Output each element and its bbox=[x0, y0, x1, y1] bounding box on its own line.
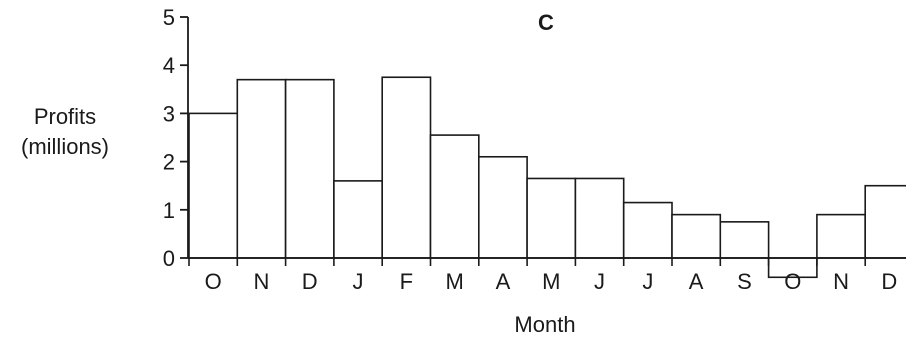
bar-9 bbox=[574, 177, 625, 259]
x-tick-label-5: F bbox=[400, 269, 413, 294]
y-tick-label-0: 0 bbox=[163, 246, 175, 271]
x-tick-label-11: A bbox=[689, 269, 704, 294]
y-tick-label-2: 2 bbox=[163, 150, 175, 175]
bar-6 bbox=[429, 134, 480, 259]
bar-11 bbox=[671, 213, 722, 259]
x-tick-label-4: J bbox=[353, 269, 364, 294]
y-axis-label-line-2: (millions) bbox=[21, 134, 109, 159]
y-axis: 0 1 2 3 4 5 bbox=[163, 5, 189, 271]
bar-8 bbox=[526, 177, 577, 259]
bars bbox=[188, 76, 906, 279]
x-tick-label-2: N bbox=[254, 269, 270, 294]
x-tick-label-14: N bbox=[833, 269, 849, 294]
bar-1 bbox=[188, 112, 239, 259]
y-axis-label: Profits (millions) bbox=[0, 102, 130, 162]
bar-7 bbox=[477, 155, 528, 259]
bar-4 bbox=[333, 180, 383, 259]
x-tick-label-9: J bbox=[594, 269, 605, 294]
y-axis-label-line-1: Profits bbox=[33, 104, 97, 129]
x-tick-label-13: O bbox=[784, 269, 801, 294]
bar-3 bbox=[284, 78, 335, 259]
x-tick-label-3: D bbox=[302, 269, 318, 294]
x-tick-label-7: A bbox=[496, 269, 511, 294]
x-tick-label-1: O bbox=[205, 269, 222, 294]
y-tick-label-1: 1 bbox=[163, 198, 175, 223]
bar-2 bbox=[236, 78, 287, 259]
y-tick-label-4: 4 bbox=[163, 53, 175, 78]
bar-14 bbox=[816, 213, 867, 259]
bar-15 bbox=[864, 184, 906, 259]
bar-5 bbox=[381, 76, 432, 259]
x-tick-label-10: J bbox=[642, 269, 653, 294]
x-tick-label-6: M bbox=[445, 269, 463, 294]
x-axis-label: Month bbox=[514, 312, 576, 337]
bar-10 bbox=[622, 201, 673, 259]
bar-12 bbox=[719, 221, 770, 259]
x-tick-label-8: M bbox=[542, 269, 560, 294]
x-tick-label-15: D bbox=[881, 269, 897, 294]
y-tick-label-5: 5 bbox=[163, 5, 175, 30]
x-tick-label-12: S bbox=[737, 269, 752, 294]
chart-title: C bbox=[538, 10, 554, 35]
y-tick-label-3: 3 bbox=[163, 101, 175, 126]
